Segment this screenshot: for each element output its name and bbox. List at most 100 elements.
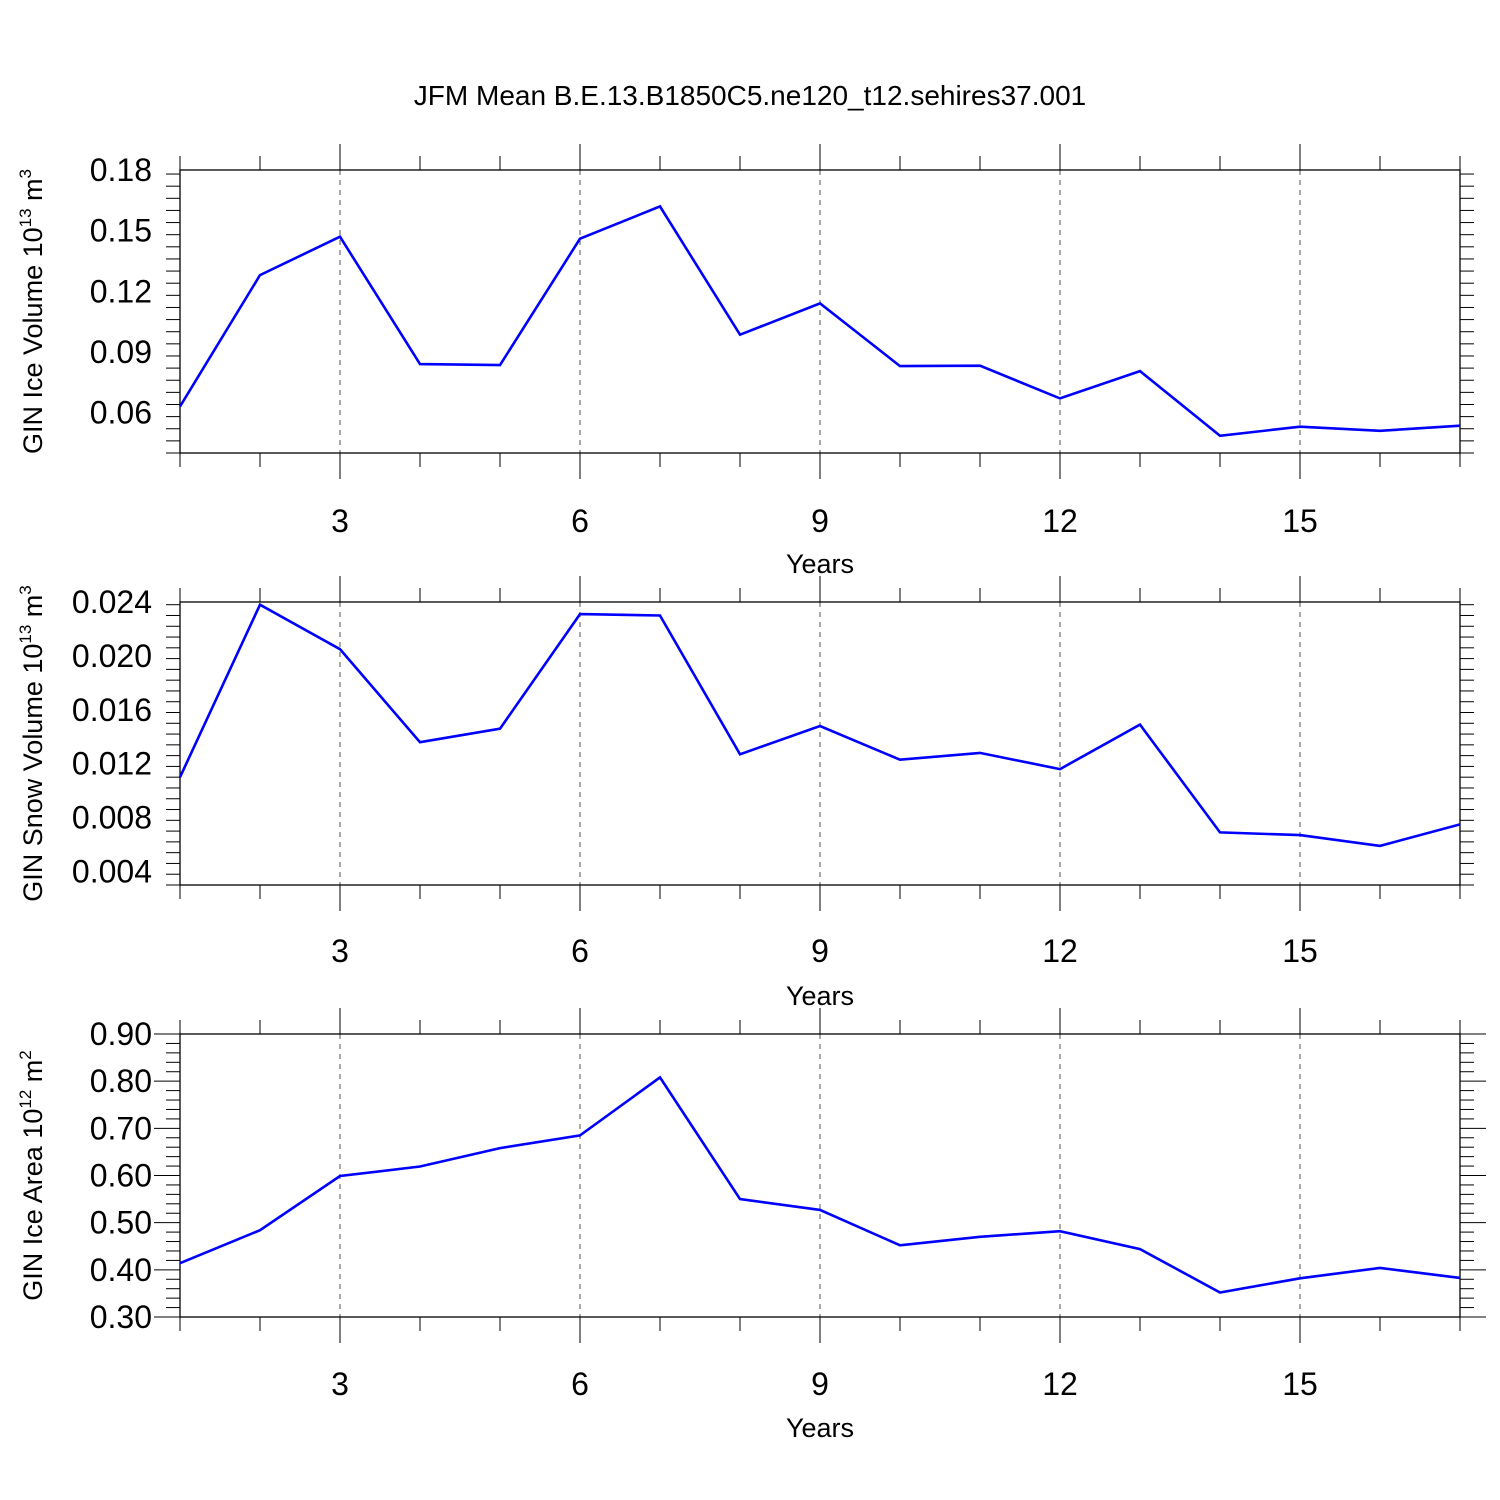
y-axis-label-unit: m [18,1060,48,1090]
data-point [1138,1247,1142,1251]
y-axis-label-unit-exponent: 3 [16,585,35,594]
data-point [1378,1266,1382,1270]
data-point [658,1075,662,1079]
y-tick-label: 0.80 [90,1063,152,1099]
data-point [1218,434,1222,438]
data-point [978,1235,982,1239]
data-point [258,273,262,277]
y-tick-label: 0.12 [90,273,152,309]
x-tick-label: 9 [811,933,829,969]
data-point [898,1243,902,1247]
data-point [978,364,982,368]
y-axis-label: GIN Ice Volume 1013 m3 [16,169,48,454]
y-tick-label: 0.60 [90,1158,152,1194]
panel-2: 0.004 0.008 0.012 0.016 0.020 0.024 3 6 9 12 15 Yea… [16,576,1474,1011]
y-axis-label-unit: m [18,178,48,208]
panel-1: 0.06 0.09 0.12 0.15 0.18 3 6 9 12 15 Years GIN Ice … [16,144,1474,579]
data-point [658,613,662,617]
data-point [498,727,502,731]
data-point [1458,424,1462,428]
y-tick-label: 0.50 [90,1205,152,1241]
y-axis-label: GIN Ice Area 1012 m2 [16,1050,48,1301]
y-tick-label: 0.15 [90,213,152,249]
data-point [338,1174,342,1178]
y-tick-label: 0.40 [90,1252,152,1288]
x-axis-label: Years [786,1413,854,1443]
data-point [1298,425,1302,429]
data-point [578,612,582,616]
x-axis-label: Years [786,549,854,579]
y-tick-label: 0.008 [72,800,152,836]
data-point [1138,369,1142,373]
data-point [818,1208,822,1212]
data-point [1378,844,1382,848]
data-point [1298,1276,1302,1280]
x-tick-label: 9 [811,1366,829,1402]
y-axis-label-exponent: 13 [16,625,35,644]
data-point [418,362,422,366]
data-point [258,603,262,607]
x-tick-label: 6 [571,1366,589,1402]
x-tick-label: 6 [571,933,589,969]
y-axis-label-main: GIN Ice Area 10 [18,1109,48,1301]
data-point [738,752,742,756]
data-point [1218,830,1222,834]
data-point [1298,833,1302,837]
data-point [498,1146,502,1150]
y-axis-label-exponent: 12 [16,1090,35,1109]
data-point [1378,429,1382,433]
data-point [338,235,342,239]
x-tick-label: 6 [571,503,589,539]
data-point [1138,723,1142,727]
y-tick-label: 0.004 [72,854,152,890]
x-axis-label: Years [786,981,854,1011]
x-tick-label: 15 [1282,1366,1318,1402]
x-tick-label: 9 [811,503,829,539]
x-tick-label: 12 [1042,503,1078,539]
y-axis-label-main: GIN Snow Volume 10 [18,644,48,902]
data-point [178,775,182,779]
x-tick-label: 3 [331,1366,349,1402]
chart-title: JFM Mean B.E.13.B1850C5.ne120_t12.sehire… [413,80,1087,111]
data-point [498,363,502,367]
series-line [179,1075,1461,1294]
data-point [418,740,422,744]
x-tick-label: 3 [331,933,349,969]
y-tick-label: 0.012 [72,746,152,782]
data-point [1058,1229,1062,1233]
data-point [658,204,662,208]
y-tick-label: 0.70 [90,1110,152,1146]
data-point [738,1197,742,1201]
y-tick-label: 0.024 [72,584,152,620]
data-point [178,1261,182,1265]
data-point [1058,396,1062,400]
series-line [178,602,1461,848]
data-point [1458,1276,1462,1280]
y-axis-label-unit-exponent: 2 [16,1050,35,1059]
y-axis-label: GIN Snow Volume 1013 m3 [16,585,48,902]
y-tick-label: 0.90 [90,1016,152,1052]
y-axis-label-main: GIN Ice Volume 10 [18,227,48,454]
x-tick-label: 15 [1282,503,1318,539]
x-tick-label: 12 [1042,1366,1078,1402]
data-point [418,1165,422,1169]
panel-3: 0.30 0.40 0.50 0.60 0.70 0.80 0.90 3 6 9 12 15 Years… [16,1008,1486,1443]
y-tick-label: 0.020 [72,638,152,674]
data-point [178,405,182,409]
x-tick-label: 15 [1282,933,1318,969]
data-point [578,1133,582,1137]
series-line [178,204,1461,438]
y-axis-label-unit-exponent: 3 [16,169,35,178]
data-point [898,758,902,762]
data-point [1218,1290,1222,1294]
data-point [898,364,902,368]
x-tick-label: 12 [1042,933,1078,969]
data-point [338,647,342,651]
data-point [978,751,982,755]
x-tick-label: 3 [331,503,349,539]
y-tick-label: 0.18 [90,152,152,188]
y-tick-label: 0.30 [90,1299,152,1335]
data-point [578,237,582,241]
data-point [738,333,742,337]
